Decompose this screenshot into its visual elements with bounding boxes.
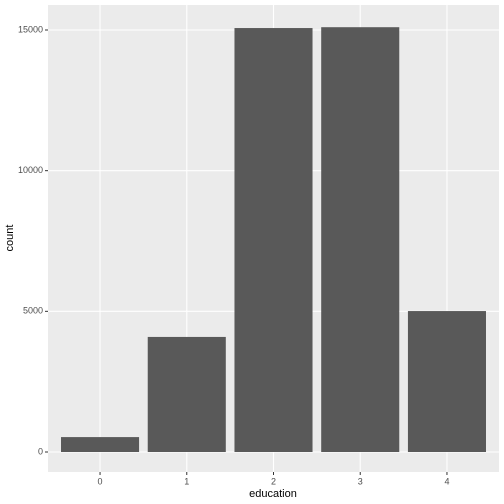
x-axis-title: education <box>249 488 297 500</box>
x-tick-label: 2 <box>271 476 276 486</box>
x-tick-label: 0 <box>98 476 103 486</box>
x-tick-label: 3 <box>358 476 363 486</box>
y-tick-label: 5000 <box>23 306 43 316</box>
x-tick-label: 1 <box>184 476 189 486</box>
y-tick-label: 0 <box>38 446 43 456</box>
bar <box>147 336 226 452</box>
bar <box>234 28 313 452</box>
x-tick-label: 4 <box>444 476 449 486</box>
y-tick-label: 15000 <box>18 24 43 34</box>
y-axis-title: count <box>4 225 16 252</box>
bar <box>61 437 140 452</box>
bar <box>321 27 400 452</box>
y-tick-label: 10000 <box>18 165 43 175</box>
bar <box>407 311 486 452</box>
